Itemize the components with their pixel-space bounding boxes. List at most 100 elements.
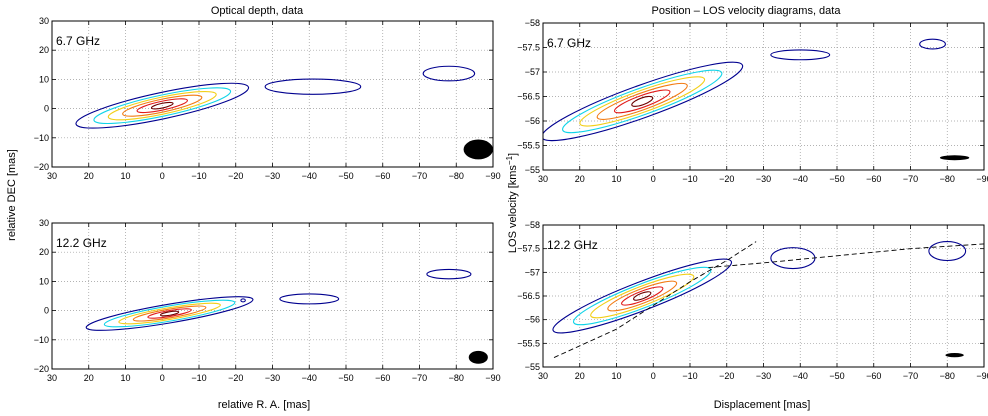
x-tick-label: 10: [120, 373, 130, 383]
x-tick-label: −60: [375, 171, 390, 181]
x-tick-label: −10: [191, 373, 206, 383]
panel-frequency-label: 6.7 GHz: [56, 34, 100, 48]
y-tick-label: −57.5: [517, 43, 540, 53]
y-tick-label: −56: [525, 116, 540, 126]
contour-group: [543, 38, 970, 161]
x-tick-label: 10: [120, 171, 130, 181]
y-tick-label: −55: [525, 165, 540, 175]
x-tick-label: −20: [719, 174, 734, 184]
x-tick-label: 30: [538, 174, 548, 184]
x-tick-label: 0: [651, 371, 656, 381]
x-tick-label: −90: [976, 174, 988, 184]
beam-ellipse: [463, 139, 493, 160]
y-tick-label: 20: [39, 247, 49, 257]
x-tick-label: −80: [940, 371, 955, 381]
x-tick-label: −20: [228, 171, 243, 181]
contour-level-yellow: [118, 302, 221, 325]
panel-frequency-label: 6.7 GHz: [547, 36, 591, 50]
x-tick-label: −70: [903, 174, 918, 184]
left-x-axis-label: relative R. A. [mas]: [218, 399, 310, 411]
right-y-axis-label-end: ]: [507, 153, 519, 156]
x-tick-label: −20: [228, 373, 243, 383]
y-tick-label: −55.5: [517, 338, 540, 348]
x-tick-label: −10: [682, 174, 697, 184]
right-panel-title: Position – LOS velocity diagrams, data: [652, 5, 842, 17]
x-tick-label: −40: [302, 373, 317, 383]
left-panel-title: Optical depth, data: [211, 5, 304, 17]
x-tick-label: 20: [84, 373, 94, 383]
x-tick-label: −50: [829, 174, 844, 184]
x-tick-label: 30: [47, 373, 57, 383]
model-curve-dashed: [553, 241, 757, 358]
panel-optical-depth-12-2ghz: 30 20 10 0 −10 −20 −30 −40 −50 −60 −70 −80 −90 −20 −10…: [34, 218, 501, 383]
x-tick-label: −80: [449, 373, 464, 383]
y-tick-label: −56: [525, 315, 540, 325]
x-tick-label: −80: [940, 174, 955, 184]
panel-frequency-label: 12.2 GHz: [547, 238, 598, 252]
y-tick-label: −58: [525, 18, 540, 28]
x-tick-label: −20: [719, 371, 734, 381]
x-tick-label: −60: [866, 371, 881, 381]
x-tick-label: −40: [302, 171, 317, 181]
beam-ellipse: [939, 155, 970, 161]
x-tick-label: −70: [903, 371, 918, 381]
contour-level-red: [613, 89, 671, 114]
y-tick-label: −10: [34, 335, 49, 345]
right-x-axis-label: Displacement [mas]: [714, 399, 811, 411]
y-tick-label: 30: [39, 218, 49, 228]
right-y-axis-label-main: LOS velocity [kms: [507, 165, 519, 254]
panel-optical-depth-6-7ghz: 30 20 10 0 −10 −20 −30 −40 −50 −60 −70 −80 −90 −20 −10…: [34, 16, 501, 181]
contour-level-cyan: [103, 299, 236, 328]
y-tick-label: −20: [34, 162, 49, 172]
x-tick-label: 30: [47, 171, 57, 181]
x-tick-label: −40: [793, 174, 808, 184]
panel-pv-diagram-6-7ghz: 30 20 10 0 −10 −20 −30 −40 −50 −60 −70 −80 −90 −55 −55…: [517, 18, 988, 184]
contour-level-red: [136, 98, 188, 114]
x-tick-label: −30: [265, 373, 280, 383]
y-tick-label: −20: [34, 364, 49, 374]
contour-level-cyan: [562, 69, 723, 134]
contour-level-orange: [607, 280, 678, 312]
beam-ellipse: [468, 350, 488, 364]
right-y-axis-label-sup: −1: [505, 155, 514, 165]
x-tick-label: 0: [160, 171, 165, 181]
y-tick-label: 10: [39, 276, 49, 286]
x-tick-label: 20: [575, 371, 585, 381]
x-tick-label: −50: [338, 171, 353, 181]
y-tick-label: −56.5: [517, 92, 540, 102]
x-tick-label: −30: [265, 171, 280, 181]
contour-level-red: [147, 308, 192, 319]
y-tick-label: −57.5: [517, 244, 540, 254]
y-tick-label: −55: [525, 362, 540, 372]
secondary-component-contour: [279, 293, 340, 305]
x-tick-label: −70: [412, 373, 427, 383]
y-tick-label: −55.5: [517, 141, 540, 151]
x-tick-label: −10: [682, 371, 697, 381]
x-tick-label: −50: [338, 373, 353, 383]
model-curve-dashed: [708, 243, 984, 269]
y-tick-label: −58: [525, 220, 540, 230]
x-tick-label: 10: [611, 371, 621, 381]
x-tick-label: 0: [160, 373, 165, 383]
x-tick-label: 0: [651, 174, 656, 184]
secondary-component-contour: [426, 268, 472, 280]
contour-level-darkred: [631, 95, 654, 107]
contour-level-darkblue: [543, 61, 744, 142]
y-tick-label: −10: [34, 133, 49, 143]
x-tick-label: −80: [449, 171, 464, 181]
x-tick-label: −10: [191, 171, 206, 181]
x-tick-label: −50: [829, 371, 844, 381]
contour-level-orange: [132, 305, 207, 322]
contour-level-cyan: [93, 87, 232, 125]
x-tick-label: 20: [84, 171, 94, 181]
x-tick-label: −30: [756, 371, 771, 381]
secondary-component-contour: [240, 298, 246, 303]
right-y-axis-label: LOS velocity [kms−1]: [505, 153, 519, 253]
y-tick-label: 0: [44, 104, 49, 114]
left-y-axis-label: relative DEC [mas]: [6, 149, 18, 241]
secondary-component-contour: [422, 65, 476, 82]
x-tick-label: −90: [485, 373, 500, 383]
x-tick-label: −60: [375, 373, 390, 383]
contour-level-darkblue: [85, 296, 254, 331]
